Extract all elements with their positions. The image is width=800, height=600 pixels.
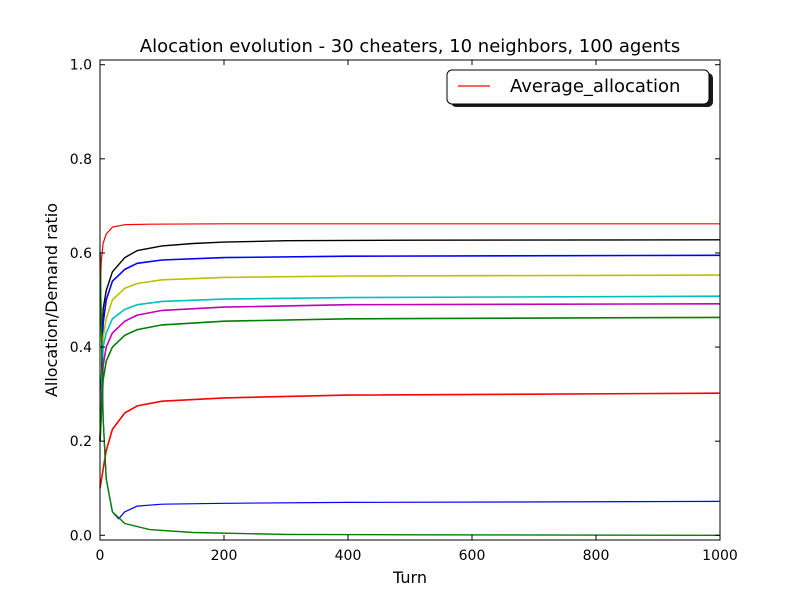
y-tick-label: 0.6	[70, 246, 92, 262]
series-line-8	[99, 392, 721, 489]
series-line-2	[99, 239, 721, 442]
series-line-5	[99, 295, 721, 442]
legend: Average_allocation	[446, 69, 713, 107]
y-axis-ticks: 0.0 0.2 0.4 0.6 0.8 1.0	[70, 58, 720, 544]
y-tick-label: 0.4	[70, 340, 92, 356]
legend-box	[446, 69, 710, 105]
x-tick-label: 200	[211, 548, 238, 564]
series-line-6	[99, 303, 721, 442]
x-tick-label: 600	[459, 548, 486, 564]
y-axis-label: Allocation/Demand ratio	[42, 203, 61, 397]
series-line-7	[99, 316, 721, 442]
legend-label-average-allocation: Average_allocation	[510, 76, 680, 97]
y-tick-label: 0.0	[70, 528, 92, 544]
x-tick-label: 0	[96, 548, 105, 564]
x-axis-label: Turn	[392, 568, 427, 587]
plot-frame	[99, 59, 721, 541]
plot-series	[99, 223, 721, 536]
y-tick-label: 1.0	[70, 58, 92, 74]
chart-title: Alocation evolution - 30 cheaters, 10 ne…	[140, 36, 680, 57]
series-line-10	[99, 252, 721, 536]
x-tick-label: 1000	[702, 548, 738, 564]
y-tick-label: 0.8	[70, 152, 92, 168]
series-line-9	[99, 252, 721, 520]
y-tick-label: 0.2	[70, 434, 92, 450]
x-tick-label: 400	[335, 548, 362, 564]
series-line-3	[99, 254, 721, 442]
series-line-4	[99, 274, 721, 442]
x-tick-label: 800	[583, 548, 610, 564]
series-line-average-allocation	[99, 223, 720, 301]
x-axis-ticks: 0 200 400 600 800 1000	[96, 60, 738, 564]
